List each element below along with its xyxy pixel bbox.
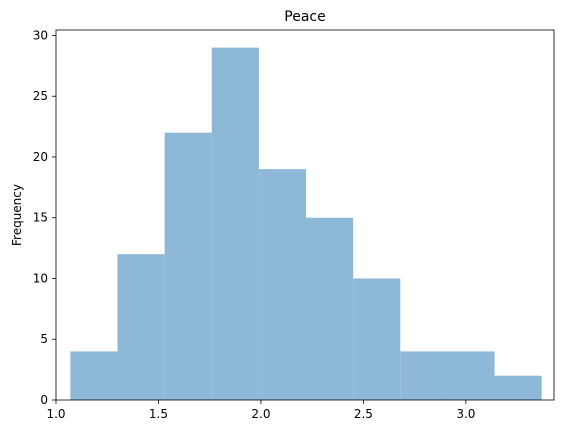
x-tick-label: 2.5	[354, 407, 373, 421]
histogram-bar-10	[494, 375, 542, 400]
y-axis-label: Frequency	[10, 184, 24, 246]
y-tick-label: 10	[33, 271, 48, 285]
y-tick-label: 0	[40, 393, 48, 407]
y-tick-label: 15	[33, 211, 48, 225]
y-ticks-group: 0 5 10 15 20 25 30	[33, 28, 56, 407]
y-tick-label: 25	[33, 89, 48, 103]
chart-title: Peace	[284, 9, 325, 25]
x-tick-label: 1.5	[149, 407, 168, 421]
histogram-bar-3	[164, 132, 212, 400]
histogram-bar-2	[117, 254, 165, 400]
x-tick-label: 1.0	[46, 407, 65, 421]
histogram-bar-6	[306, 217, 354, 400]
plot-frame	[55, 29, 555, 401]
histogram-bar-8	[400, 351, 448, 400]
x-tick-label: 3.0	[456, 407, 475, 421]
x-ticks-group: 1.0 1.5 2.0 2.5 3.0	[46, 400, 475, 421]
histogram-bar-1	[70, 351, 118, 400]
bars-group	[70, 47, 542, 400]
x-tick-label: 2.0	[251, 407, 270, 421]
y-tick-label: 5	[40, 332, 48, 346]
histogram-bar-5	[258, 169, 307, 400]
histogram-bar-9	[447, 351, 495, 400]
y-tick-label: 20	[33, 150, 48, 164]
histogram-bar-4	[211, 47, 259, 400]
histogram-bar-7	[353, 278, 401, 400]
y-tick-label: 30	[33, 28, 48, 42]
